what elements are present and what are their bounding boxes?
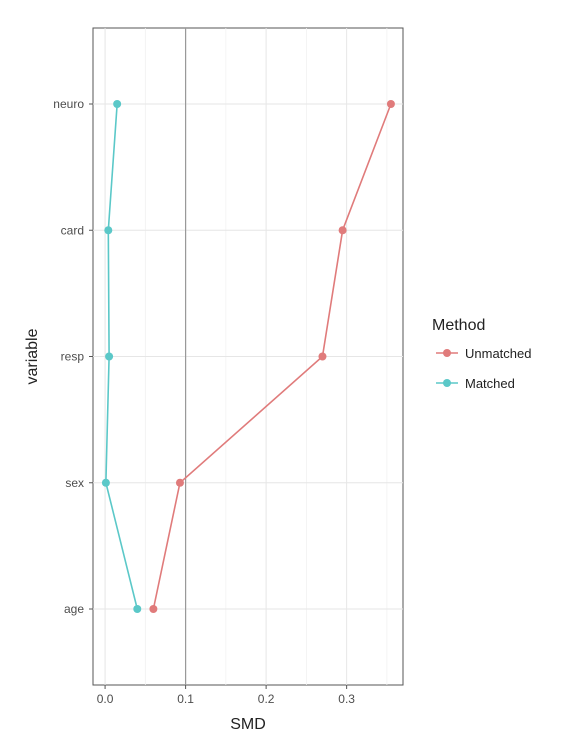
data-point-matched-card <box>104 226 113 235</box>
y-tick-label-neuro: neuro <box>53 97 84 111</box>
data-point-unmatched-card <box>338 226 347 235</box>
legend-key-point <box>443 379 451 387</box>
y-tick-label-sex: sex <box>65 476 84 490</box>
series-unmatched <box>149 100 395 613</box>
legend-label-unmatched: Unmatched <box>465 346 531 361</box>
y-tick-label-resp: resp <box>61 350 85 364</box>
data-point-unmatched-sex <box>175 478 184 487</box>
legend-item-unmatched: Unmatched <box>436 346 531 361</box>
x-tick-label: 0.0 <box>97 692 114 706</box>
data-point-matched-age <box>133 605 142 613</box>
x-axis-ticks: 0.0 0.1 0.2 0.3 <box>97 685 355 706</box>
x-axis-title: SMD <box>230 716 266 733</box>
legend-label-matched: Matched <box>465 376 515 391</box>
series-matched <box>101 100 142 613</box>
data-point-matched-resp <box>105 352 114 361</box>
x-tick-label: 0.2 <box>258 692 275 706</box>
x-tick-label: 0.3 <box>338 692 355 706</box>
legend: Method Unmatched Matched <box>432 317 531 391</box>
y-tick-label-card: card <box>61 223 84 237</box>
x-tick-label: 0.1 <box>177 692 194 706</box>
data-point-unmatched-neuro <box>386 100 395 108</box>
y-axis-ticks: age sex resp card neuro <box>53 97 93 616</box>
y-axis-title: variable <box>24 328 41 384</box>
data-point-matched-neuro <box>113 100 122 108</box>
legend-key-point <box>443 349 451 357</box>
legend-item-matched: Matched <box>436 376 515 391</box>
y-tick-label-age: age <box>64 602 84 616</box>
data-point-unmatched-age <box>149 605 158 613</box>
series-layer <box>101 100 395 613</box>
data-point-matched-sex <box>101 478 110 487</box>
data-point-unmatched-resp <box>318 352 327 361</box>
legend-title: Method <box>432 317 485 334</box>
